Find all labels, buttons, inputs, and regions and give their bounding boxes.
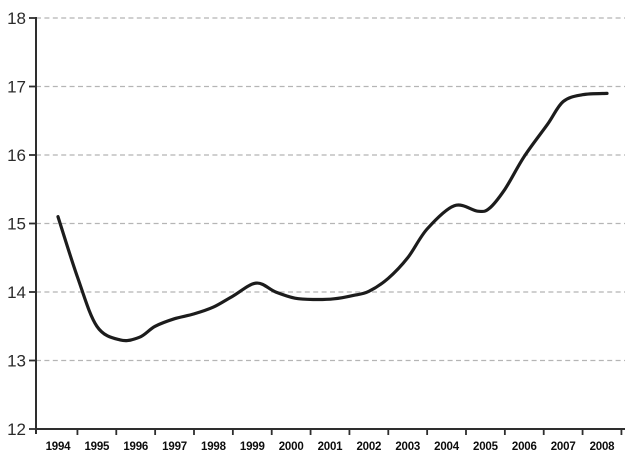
y-axis-tick-label: 17: [7, 78, 26, 97]
x-axis-tick-label: 2004: [434, 441, 460, 453]
x-axis-tick-label: 2000: [279, 441, 304, 453]
x-axis-tick-label: 1996: [123, 441, 148, 453]
x-axis-tick-label: 1998: [201, 441, 227, 453]
y-axis-tick-label: 16: [7, 146, 26, 165]
x-axis-tick-label: 2006: [512, 441, 537, 453]
x-axis-tick-label: 1999: [240, 441, 265, 453]
y-axis-tick-label: 12: [7, 420, 26, 439]
x-axis-tick-label: 2001: [318, 441, 344, 453]
x-axis-tick-label: 2003: [395, 441, 420, 453]
x-axis-tick-label: 2005: [473, 441, 499, 453]
y-axis-tick-label: 13: [7, 352, 26, 371]
x-axis-tick-label: 2008: [590, 441, 616, 453]
x-axis-tick-label: 1997: [162, 441, 187, 453]
y-axis-tick-label: 14: [7, 283, 26, 302]
y-axis-tick-label: 18: [7, 9, 26, 28]
y-axis-tick-label: 15: [7, 215, 26, 234]
x-axis-tick-label: 1995: [84, 441, 110, 453]
x-axis-tick-label: 2007: [551, 441, 576, 453]
data-line: [56, 91, 609, 343]
x-axis-tick-label: 2002: [356, 441, 381, 453]
x-axis-tick-label: 1994: [46, 441, 72, 453]
